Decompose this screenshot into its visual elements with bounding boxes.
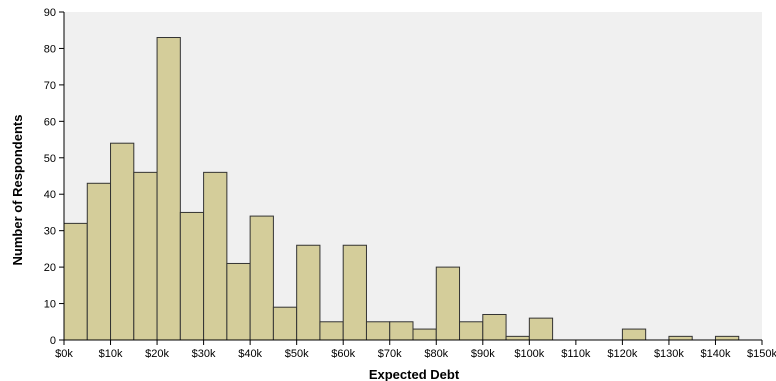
histogram-bar xyxy=(86,182,112,341)
y-tick-label: 40 xyxy=(44,189,56,201)
histogram-bar xyxy=(389,321,414,341)
histogram-bar xyxy=(203,171,228,341)
y-tick-label: 70 xyxy=(44,80,56,92)
histogram-bar xyxy=(110,142,135,341)
x-tick-label: $120k xyxy=(607,348,637,360)
histogram-bar xyxy=(435,266,461,341)
histogram-bar xyxy=(342,244,367,341)
y-tick-label: 90 xyxy=(44,7,56,19)
histogram-bar xyxy=(249,215,274,341)
histogram-bar xyxy=(365,321,391,341)
x-tick-label: $80k xyxy=(424,348,448,360)
histogram-bar xyxy=(319,321,344,341)
x-tick-label: $20k xyxy=(145,348,169,360)
x-tick-label: $30k xyxy=(192,348,216,360)
histogram-bar xyxy=(459,321,484,341)
ticks-group: 0 10 20 30 40 50 60 70 80 90 $0k $10k $20k $30k $40k $5… xyxy=(44,7,776,360)
x-tick-label: $10k xyxy=(99,348,123,360)
histogram-bar xyxy=(296,244,321,341)
histogram-bar xyxy=(226,262,251,341)
y-tick-label: 30 xyxy=(44,226,56,238)
y-tick-label: 20 xyxy=(44,262,56,274)
histogram-bar xyxy=(179,211,205,341)
histogram-bar xyxy=(668,335,693,341)
histogram-bar xyxy=(482,313,507,341)
x-tick-label: $140k xyxy=(700,348,730,360)
x-tick-label: $60k xyxy=(331,348,355,360)
bars-group xyxy=(63,37,740,341)
y-tick-label: 80 xyxy=(44,43,56,55)
histogram-bar xyxy=(156,37,181,341)
x-tick-label: $150k xyxy=(747,348,776,360)
histogram-bar xyxy=(505,335,530,341)
histogram-bar xyxy=(63,222,88,341)
histogram-bar xyxy=(272,306,298,341)
x-tick-label: $50k xyxy=(285,348,309,360)
x-tick-label: $40k xyxy=(238,348,262,360)
y-tick-label: 50 xyxy=(44,153,56,165)
y-axis-title: Number of Respondents xyxy=(10,115,25,266)
x-tick-label: $90k xyxy=(471,348,495,360)
y-tick-label: 10 xyxy=(44,299,56,311)
x-tick-label: $100k xyxy=(514,348,544,360)
y-tick-label: 60 xyxy=(44,116,56,128)
x-tick-label: $130k xyxy=(654,348,684,360)
x-tick-label: $70k xyxy=(378,348,402,360)
histogram-bar xyxy=(714,335,740,341)
axes-group xyxy=(63,12,762,341)
histogram-bar xyxy=(412,328,437,341)
y-tick-label: 0 xyxy=(50,335,56,347)
histogram-bar xyxy=(133,171,158,341)
x-axis-title: Expected Debt xyxy=(369,367,460,381)
x-tick-label: $0k xyxy=(55,348,73,360)
x-tick-label: $110k xyxy=(561,348,591,360)
histogram-bar xyxy=(621,328,647,341)
histogram-bar xyxy=(528,317,554,341)
